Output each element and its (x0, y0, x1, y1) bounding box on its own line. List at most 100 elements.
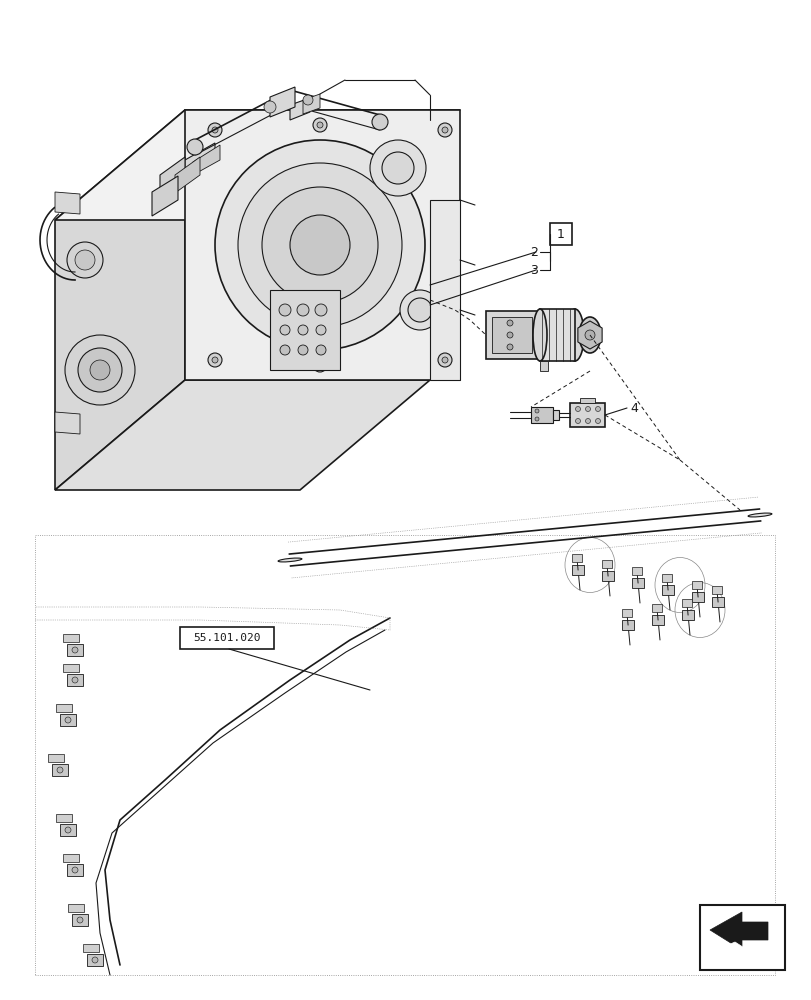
Polygon shape (67, 674, 83, 686)
Circle shape (506, 320, 513, 326)
Circle shape (297, 304, 309, 316)
Circle shape (208, 353, 221, 367)
Circle shape (506, 332, 513, 338)
Polygon shape (572, 565, 583, 575)
Circle shape (72, 647, 78, 653)
Circle shape (306, 356, 314, 364)
Circle shape (441, 357, 448, 363)
Circle shape (279, 304, 290, 316)
Circle shape (381, 152, 414, 184)
Circle shape (238, 163, 401, 327)
Polygon shape (691, 592, 703, 602)
Polygon shape (72, 914, 88, 926)
Circle shape (212, 127, 217, 133)
Polygon shape (302, 354, 318, 366)
Circle shape (290, 346, 298, 354)
Text: 4: 4 (629, 401, 637, 414)
Circle shape (312, 118, 327, 132)
Circle shape (290, 215, 350, 275)
Circle shape (212, 357, 217, 363)
Circle shape (78, 348, 122, 392)
Polygon shape (651, 604, 661, 612)
Circle shape (407, 298, 431, 322)
Polygon shape (63, 634, 79, 642)
Polygon shape (661, 585, 673, 595)
Polygon shape (286, 344, 303, 356)
Polygon shape (286, 319, 303, 331)
Text: 3: 3 (530, 263, 538, 276)
Polygon shape (631, 567, 642, 575)
Circle shape (298, 345, 307, 355)
Circle shape (290, 321, 298, 329)
Polygon shape (631, 578, 643, 588)
Text: 2: 2 (530, 245, 538, 258)
Polygon shape (552, 410, 558, 420)
Circle shape (215, 140, 424, 350)
Bar (180, 627, 273, 649)
Circle shape (371, 114, 388, 130)
Polygon shape (709, 912, 767, 950)
Circle shape (585, 406, 590, 412)
Polygon shape (430, 200, 460, 380)
Circle shape (72, 677, 78, 683)
Bar (699, 905, 784, 970)
Circle shape (90, 360, 109, 380)
Bar (549, 223, 571, 245)
Polygon shape (68, 904, 84, 912)
Polygon shape (55, 412, 80, 434)
Circle shape (72, 867, 78, 873)
Polygon shape (621, 609, 631, 617)
Polygon shape (270, 290, 340, 370)
Polygon shape (491, 317, 531, 353)
Circle shape (312, 358, 327, 372)
Polygon shape (601, 560, 611, 568)
Polygon shape (63, 854, 79, 862)
Circle shape (584, 330, 594, 340)
Polygon shape (577, 321, 602, 349)
Polygon shape (681, 599, 691, 607)
Polygon shape (302, 329, 318, 341)
Polygon shape (539, 309, 574, 361)
Text: 55.101.020: 55.101.020 (193, 633, 260, 643)
Polygon shape (290, 98, 310, 120)
Circle shape (57, 767, 63, 773)
Polygon shape (711, 586, 721, 594)
Polygon shape (681, 610, 693, 620)
Polygon shape (569, 403, 604, 427)
Circle shape (280, 325, 290, 335)
Polygon shape (63, 664, 79, 672)
Polygon shape (579, 398, 594, 403)
Ellipse shape (532, 309, 547, 361)
Circle shape (65, 335, 135, 405)
Polygon shape (651, 615, 663, 625)
Polygon shape (711, 597, 723, 607)
Circle shape (594, 418, 600, 424)
Circle shape (316, 362, 323, 368)
Polygon shape (83, 944, 99, 952)
Polygon shape (52, 764, 68, 776)
Circle shape (370, 140, 426, 196)
Circle shape (534, 417, 539, 421)
Circle shape (437, 353, 452, 367)
Polygon shape (56, 704, 72, 712)
Circle shape (208, 123, 221, 137)
Polygon shape (185, 143, 215, 175)
Circle shape (315, 345, 325, 355)
Polygon shape (60, 714, 76, 726)
Circle shape (441, 127, 448, 133)
Circle shape (585, 418, 590, 424)
Circle shape (315, 325, 325, 335)
Polygon shape (530, 407, 552, 423)
Polygon shape (87, 954, 103, 966)
Circle shape (400, 290, 440, 330)
Ellipse shape (578, 317, 600, 353)
Circle shape (280, 345, 290, 355)
Polygon shape (55, 380, 430, 490)
Circle shape (315, 304, 327, 316)
Circle shape (506, 344, 513, 350)
Circle shape (92, 957, 98, 963)
Polygon shape (152, 176, 178, 216)
Circle shape (306, 331, 314, 339)
Ellipse shape (277, 558, 302, 562)
Circle shape (437, 123, 452, 137)
